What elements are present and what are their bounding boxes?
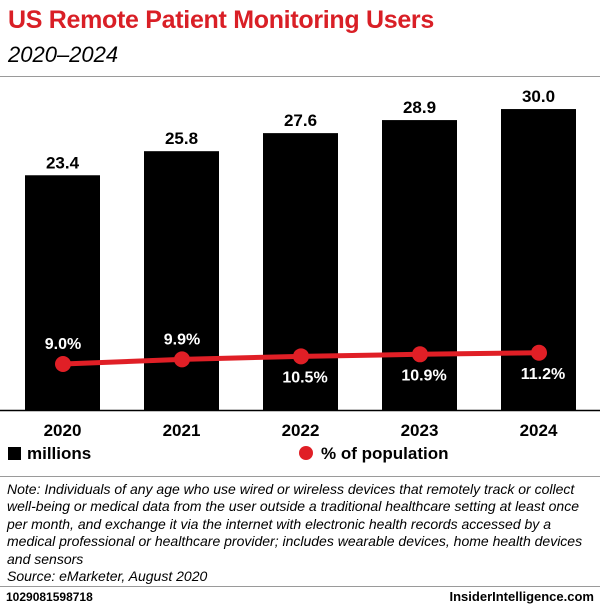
bar-2021 — [144, 151, 219, 410]
chart-id: 1029081598718 — [6, 590, 93, 604]
legend-label-millions: millions — [27, 444, 92, 463]
footer-divider — [0, 586, 600, 587]
x-tick-label-2024: 2024 — [520, 421, 558, 440]
bar-series: 23.4 25.8 27.6 28.9 30.0 — [25, 87, 576, 411]
line-point-2020 — [55, 356, 71, 372]
line-value-label-2023: 10.9% — [401, 367, 446, 384]
bar-value-label-2022: 27.6 — [284, 111, 317, 130]
line-point-2022 — [293, 348, 309, 365]
line-point-2021 — [174, 351, 190, 368]
brand-link[interactable]: InsiderIntelligence.com — [449, 589, 595, 604]
line-point-2023 — [412, 346, 428, 363]
x-tick-label-2023: 2023 — [401, 421, 439, 440]
note-divider — [0, 476, 600, 477]
source-text: Source: eMarketer, August 2020 — [7, 568, 208, 585]
line-series: 9.0% 9.9% 10.5% 10.9% 11.2% — [45, 331, 565, 386]
legend-swatch-bar — [8, 447, 21, 460]
chart-subtitle: 2020–2024 — [8, 42, 119, 67]
note-text: Note: Individuals of any age who use wir… — [7, 481, 583, 567]
top-divider — [0, 76, 600, 77]
note-block: Note: Individuals of any age who use wir… — [7, 481, 593, 585]
legend-label-population: % of population — [321, 444, 449, 463]
chart-area: 23.4 25.8 27.6 28.9 30.0 9.0% 9.9% 10.5% 10.9% 1… — [0, 87, 600, 440]
line-value-label-2022: 10.5% — [282, 369, 327, 386]
bar-2020 — [25, 175, 100, 410]
chart-title: US Remote Patient Monitoring Users — [8, 6, 434, 34]
bar-value-label-2021: 25.8 — [165, 129, 198, 148]
line-value-label-2024: 11.2% — [521, 366, 565, 383]
bar-value-label-2024: 30.0 — [522, 87, 555, 106]
line-point-2024 — [531, 344, 547, 361]
bar-value-label-2023: 28.9 — [403, 98, 436, 117]
x-axis-labels: 2020 2021 2022 2023 2024 — [44, 421, 558, 440]
bar-value-label-2020: 23.4 — [46, 153, 80, 172]
x-tick-label-2021: 2021 — [163, 421, 201, 440]
legend-swatch-line — [299, 446, 313, 460]
line-value-label-2021: 9.9% — [164, 331, 200, 348]
x-tick-label-2022: 2022 — [282, 421, 320, 440]
legend-item-population: % of population — [299, 444, 448, 464]
legend-item-millions: millions — [8, 444, 91, 464]
x-tick-label-2020: 2020 — [44, 421, 82, 440]
line-value-label-2020: 9.0% — [45, 336, 81, 353]
